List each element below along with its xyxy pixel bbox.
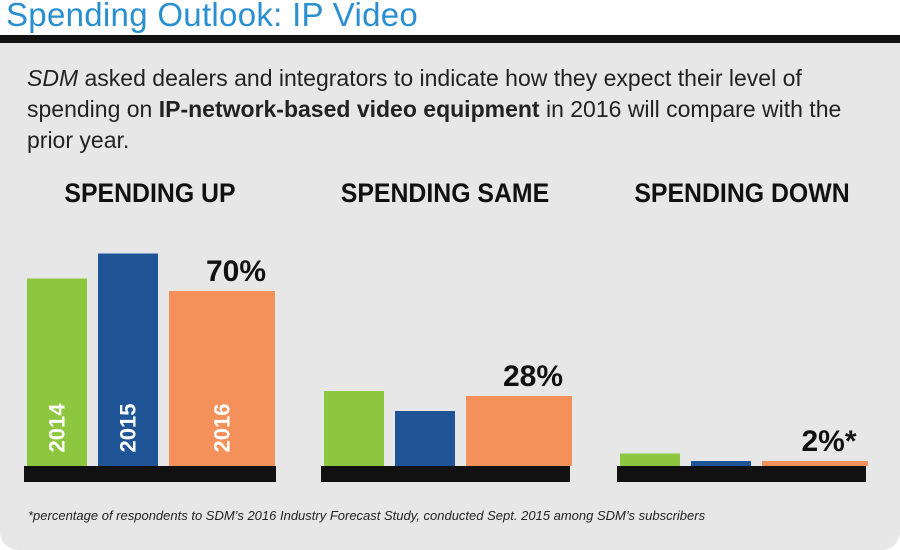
group-title-spending-same: SPENDING SAME [340,178,550,208]
bar-spending-down-2015 [691,461,751,466]
annotation-spending-down: 2%* [801,425,856,458]
annotation-spending-up: 70% [206,255,266,288]
intro-text: SDM asked dealers and integrators to ind… [27,63,867,156]
group-title-spending-down: SPENDING DOWN [634,178,850,208]
bar-spending-down-2014 [620,453,680,466]
baseline-spending-up [24,466,276,482]
bar-year-label-2015: 2015 [116,404,141,453]
bar-spending-down-2016 [762,461,868,466]
baseline-spending-down [617,466,866,482]
bar-spending-same-2015 [395,411,455,466]
footnote: *percentage of respondents to SDM’s 2016… [28,508,706,523]
annotation-spending-same: 28% [503,360,563,393]
bar-year-label-2016: 2016 [210,404,235,453]
intro-bold: IP-network-based video equipment [158,96,540,122]
intro-brand: SDM [27,65,79,91]
bar-spending-same-2016 [466,396,572,466]
group-title-spending-up: SPENDING UP [64,178,236,208]
intro-text-after: in 2016 will compare with the prior year… [27,96,842,153]
baseline-spending-same [321,466,570,482]
bar-year-label-2014: 2014 [45,403,70,453]
bar-spending-up-2014 [27,278,87,466]
bar-spending-up-2015 [98,253,158,466]
intro-text-before: asked dealers and integrators to indicat… [27,65,802,122]
chart-title: Spending Outlook: IP Video [6,0,419,33]
bar-spending-same-2014 [324,391,384,466]
title-rule [0,35,900,43]
bar-spending-up-2016 [169,291,275,466]
